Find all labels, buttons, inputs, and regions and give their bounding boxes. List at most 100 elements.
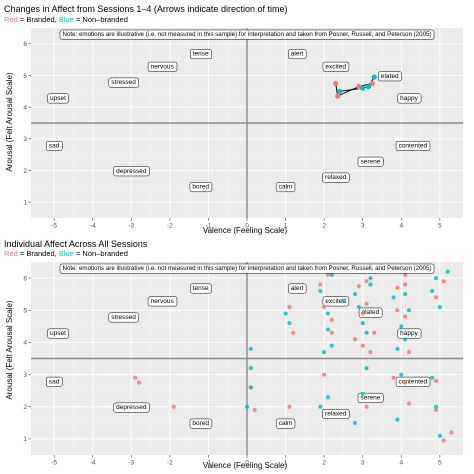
- individual-point-non-branded: [364, 366, 369, 371]
- x-tick-label: -5: [51, 223, 57, 230]
- emotion-label-sad: sad: [49, 378, 60, 385]
- panel-1-title: Changes in Affect from Sessions 1–4 (Arr…: [4, 4, 287, 14]
- individual-point-non-branded: [245, 404, 249, 409]
- emotion-label-upset: upset: [50, 95, 66, 102]
- emotion-label-serene: serene: [360, 158, 380, 165]
- individual-point-non-branded: [326, 311, 330, 316]
- emotion-label-nervous: nervous: [151, 298, 175, 305]
- x-tick-label: 0: [245, 223, 249, 230]
- emotion-label-depressed-box: [113, 402, 150, 413]
- x-tick-label: -5: [51, 460, 57, 467]
- emotion-label-upset-box: [47, 328, 69, 339]
- individual-point-non-branded: [329, 343, 334, 348]
- emotion-label-elated-box: [358, 307, 383, 318]
- x-tick-label: -3: [128, 223, 134, 230]
- individual-point-branded: [441, 438, 446, 443]
- x-tick-label: -2: [167, 460, 173, 467]
- x-tick-label: 5: [438, 223, 442, 230]
- y-tick-label: 4: [23, 340, 27, 347]
- note-text: Note: emotions are illustrative (i.e. no…: [62, 265, 431, 272]
- individual-point-non-branded: [399, 324, 404, 329]
- individual-point-non-branded: [395, 417, 400, 422]
- individual-point-branded: [372, 330, 377, 335]
- individual-point-non-branded: [434, 276, 438, 281]
- individual-point-branded: [171, 404, 176, 409]
- panel-1-subtitle-blue: Blue: [59, 15, 74, 24]
- emotion-label-upset-box: [47, 93, 69, 104]
- emotion-label-serene: serene: [360, 394, 380, 401]
- session-point-branded: [335, 93, 341, 99]
- emotion-label-bored: bored: [192, 184, 209, 191]
- individual-point-non-branded: [364, 330, 369, 335]
- individual-point-non-branded: [445, 269, 450, 274]
- emotion-label-elated-box: [378, 71, 402, 82]
- individual-point-branded: [360, 311, 365, 316]
- individual-point-non-branded: [283, 311, 288, 316]
- x-tick-label: 3: [361, 223, 365, 230]
- y-tick-label: 1: [23, 199, 27, 206]
- emotion-label-nervous-box: [147, 296, 178, 307]
- individual-point-branded: [360, 343, 365, 348]
- individual-point-branded: [441, 279, 446, 284]
- x-tick-label: 2: [322, 460, 326, 467]
- emotion-label-bored-box: [189, 182, 213, 193]
- x-tick-label: -1: [206, 223, 212, 230]
- individual-point-branded: [137, 380, 141, 385]
- individual-point-non-branded: [437, 433, 442, 438]
- x-tick-label: -2: [167, 223, 173, 230]
- emotion-label-tense: tense: [193, 285, 209, 292]
- individual-point-non-branded: [322, 350, 327, 355]
- emotion-label-happy-box: [397, 328, 422, 339]
- emotion-label-relaxed-box: [322, 409, 350, 419]
- y-tick-label: 4: [23, 104, 27, 111]
- emotion-label-calm-box: [275, 182, 296, 193]
- individual-point-branded: [322, 305, 327, 310]
- emotion-label-alert: alert: [291, 285, 304, 292]
- emotion-label-happy: happy: [400, 95, 418, 102]
- y-tick-label: 2: [23, 168, 27, 175]
- emotion-label-sad: sad: [49, 142, 60, 149]
- individual-point-branded: [391, 375, 396, 380]
- emotion-label-happy: happy: [400, 330, 418, 337]
- individual-point-branded: [329, 317, 334, 322]
- individual-point-non-branded: [341, 298, 346, 303]
- individual-point-non-branded: [326, 395, 330, 400]
- emotion-label-excited: excited: [325, 63, 346, 70]
- individual-point-branded: [329, 330, 334, 335]
- individual-point-non-branded: [287, 321, 292, 326]
- individual-point-non-branded: [391, 295, 396, 300]
- individual-point-non-branded: [434, 404, 438, 409]
- individual-point-non-branded: [318, 404, 323, 409]
- y-tick-label: 1: [23, 436, 27, 443]
- individual-point-branded: [368, 350, 373, 355]
- panel-2-title: Individual Affect Across All Sessions: [4, 239, 148, 249]
- panel-1-xlabel: Valence (Feeling Scale): [203, 226, 288, 235]
- emotion-label-elated: elated: [381, 73, 399, 80]
- emotion-label-contented: contented: [399, 142, 428, 149]
- emotion-label-depressed: depressed: [116, 168, 147, 175]
- individual-point-non-branded: [395, 346, 400, 351]
- emotion-label-contented-box: [395, 140, 431, 151]
- emotion-label-depressed: depressed: [116, 404, 147, 411]
- emotion-label-tense-box: [190, 49, 212, 60]
- session-point-non-branded: [360, 85, 366, 91]
- session-point-non-branded: [371, 74, 377, 80]
- emotion-label-serene-box: [357, 392, 384, 403]
- x-tick-label: 5: [438, 460, 442, 467]
- individual-point-non-branded: [353, 420, 357, 425]
- emotion-label-nervous: nervous: [151, 63, 175, 70]
- individual-point-non-branded: [360, 321, 365, 326]
- panel-1-ylabel: Arousal (Felt Arousal Scale): [5, 72, 14, 171]
- emotion-label-alert: alert: [291, 51, 304, 58]
- panel-2-ylabel: Arousal (Felt Arousal Scale): [5, 300, 14, 399]
- x-tick-label: 4: [399, 460, 403, 467]
- individual-point-branded: [407, 350, 411, 355]
- panel-1-subtitle-mid: = Branded,: [18, 15, 59, 24]
- session-point-branded: [333, 80, 339, 87]
- panel-2-xlabel: Valence (Feeling Scale): [203, 461, 288, 470]
- session-point-branded: [369, 80, 375, 87]
- emotion-label-serene-box: [357, 156, 384, 167]
- individual-point-non-branded: [326, 327, 330, 332]
- y-tick-label: 6: [23, 275, 27, 282]
